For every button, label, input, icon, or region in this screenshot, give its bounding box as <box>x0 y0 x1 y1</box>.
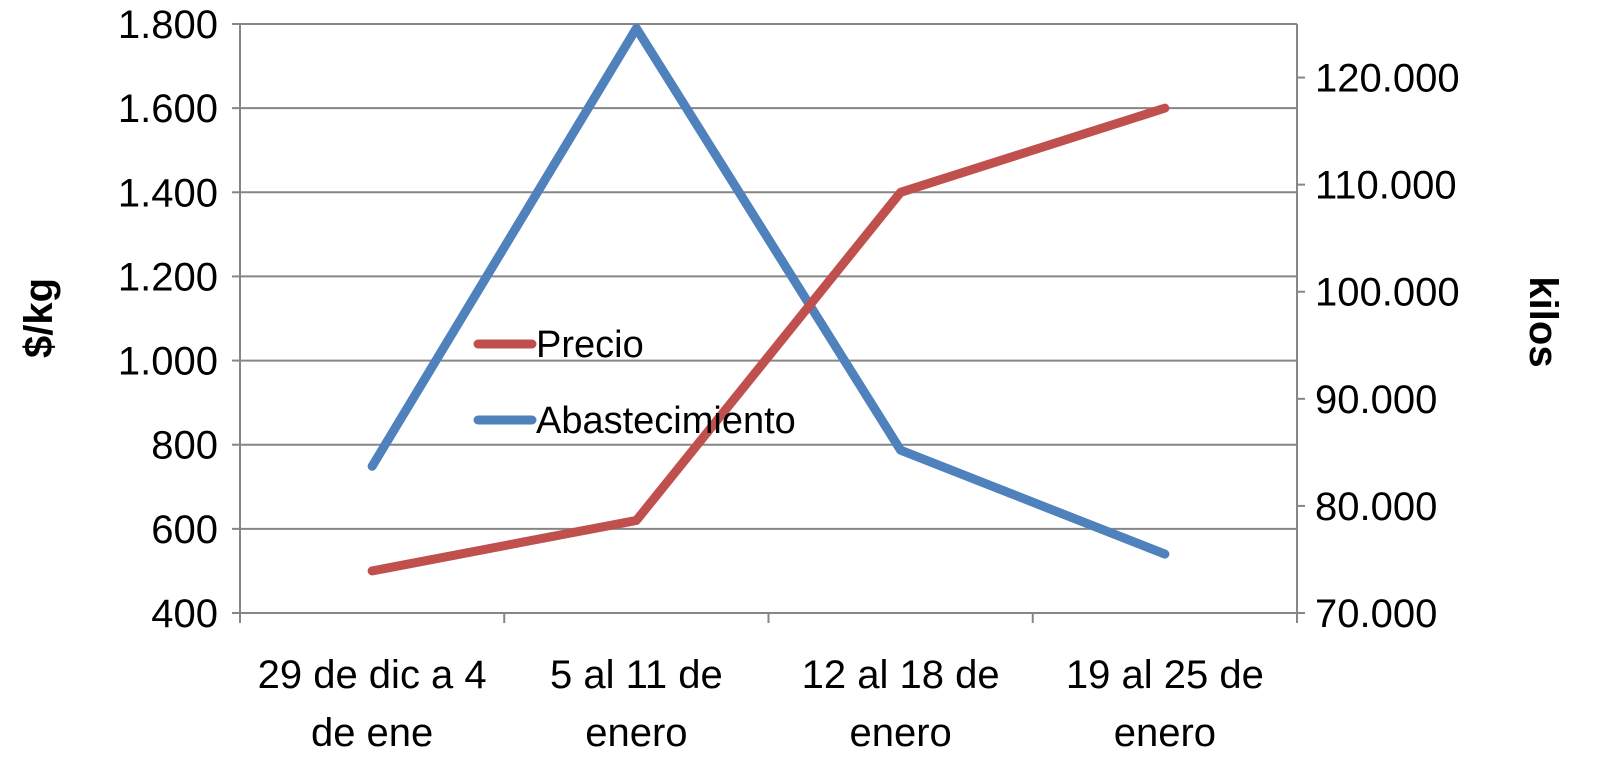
x-tick-label-line: enero <box>849 711 951 755</box>
left-axis-title: $/kg <box>17 278 61 358</box>
left-tick-label: 1.600 <box>118 87 218 131</box>
left-tick-label: 1.200 <box>118 255 218 299</box>
x-tick-label: 19 al 25 de enero <box>1066 653 1264 755</box>
x-tick-label-line: 12 al 18 de <box>802 653 1000 697</box>
legend-label-abastecimiento: Abastecimiento <box>536 400 796 442</box>
series-line-precio <box>367 103 1170 576</box>
x-tick-label-line: enero <box>1114 711 1216 755</box>
left-axis-ticks: 400 600 800 1.000 1.200 1.400 1.600 1.800 <box>118 3 218 636</box>
x-tick-label-line: de ene <box>311 711 433 755</box>
right-tick-label: 110.000 <box>1315 164 1457 208</box>
x-tick-label: 29 de dic a 4 de ene <box>258 653 487 755</box>
x-tick-label: 5 al 11 de enero <box>550 653 723 755</box>
right-tick-label: 90.000 <box>1315 378 1437 422</box>
right-axis-ticks: 70.000 80.000 90.000 100.000 110.000 120.000 <box>1315 57 1460 636</box>
legend: Precio Abastecimiento <box>473 324 796 442</box>
left-tick-label: 1.800 <box>118 3 218 47</box>
x-tick-label-line: 19 al 25 de <box>1066 653 1264 697</box>
right-tick-label: 120.000 <box>1315 57 1460 101</box>
legend-label-precio: Precio <box>536 324 644 366</box>
series-lines <box>367 23 1170 576</box>
right-tick-label: 100.000 <box>1315 271 1460 315</box>
x-tick-label: 12 al 18 de enero <box>802 653 1000 755</box>
x-tick-label-line: 5 al 11 de <box>550 653 723 697</box>
left-tick-label: 1.000 <box>118 340 218 384</box>
right-axis-title: kilos <box>1521 276 1565 367</box>
x-tick-label-line: enero <box>585 711 687 755</box>
series-line-abastecimiento <box>367 23 1170 559</box>
left-tick-label: 400 <box>151 592 218 636</box>
left-tick-label: 1.400 <box>118 171 218 215</box>
right-tick-label: 80.000 <box>1315 485 1437 529</box>
gridlines <box>232 23 1305 623</box>
left-tick-label: 600 <box>151 508 218 552</box>
x-tick-label-line: 29 de dic a 4 <box>258 653 487 697</box>
left-tick-label: 800 <box>151 424 218 468</box>
right-tick-label: 70.000 <box>1315 592 1437 636</box>
